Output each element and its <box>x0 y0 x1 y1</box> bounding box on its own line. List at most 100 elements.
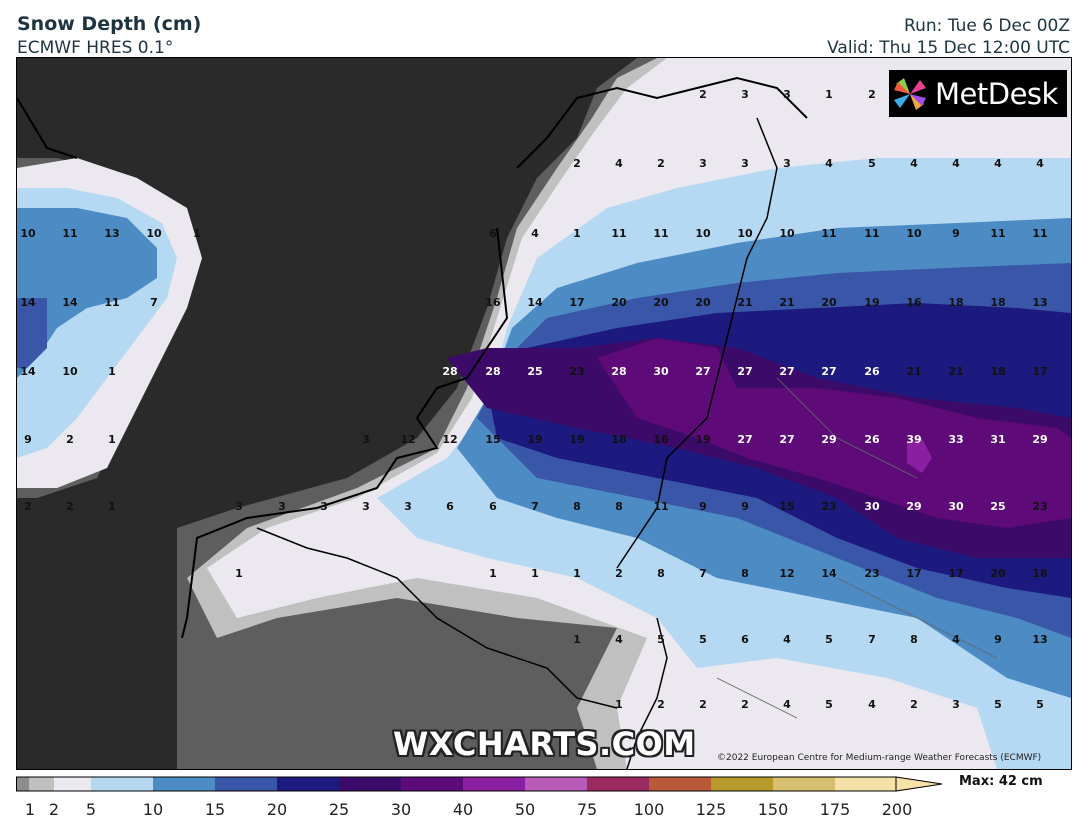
map-value-label: 27 <box>737 433 752 446</box>
map-value-label: 21 <box>779 296 794 309</box>
map-value-label: 29 <box>1032 433 1047 446</box>
map-value-label: 4 <box>868 698 876 711</box>
map-value-label: 16 <box>485 296 501 309</box>
map-value-label: 27 <box>779 365 794 378</box>
colorbar-tick-label: 15 <box>204 800 226 819</box>
map-value-label: 1 <box>531 567 539 580</box>
colorbar-segment <box>773 777 835 791</box>
map-value-label: 9 <box>741 500 749 513</box>
map-value-label: 27 <box>737 365 752 378</box>
map-value-label: 1 <box>235 567 243 580</box>
map-value-label: 19 <box>527 433 542 446</box>
map-value-label: 3 <box>741 88 749 101</box>
colorbar-tick-label: 150 <box>757 800 789 819</box>
map-value-label: 11 <box>611 227 626 240</box>
map-value-label: 3 <box>699 157 707 170</box>
map-value-label: 29 <box>906 500 921 513</box>
map-value-label: 19 <box>569 433 584 446</box>
map-value-label: 1 <box>193 227 201 240</box>
map-value-label: 3 <box>235 500 243 513</box>
map-value-label: 29 <box>821 433 836 446</box>
map-value-label: 3 <box>320 500 328 513</box>
map-value-label: 3 <box>741 157 749 170</box>
map-value-label: 9 <box>24 433 32 446</box>
colorbar-segment <box>463 777 525 791</box>
map-value-label: 17 <box>569 296 584 309</box>
map-value-label: 19 <box>864 296 879 309</box>
colorbar-segment <box>153 777 215 791</box>
map-value-label: 27 <box>821 365 836 378</box>
colorbar-tick-label: 200 <box>881 800 913 819</box>
map-value-label: 33 <box>948 433 963 446</box>
map-value-label: 1 <box>108 365 116 378</box>
map-value-label: 11 <box>1032 227 1047 240</box>
map-value-label: 26 <box>864 365 880 378</box>
map-value-label: 30 <box>948 500 964 513</box>
colorbar-segment <box>401 777 463 791</box>
map-value-label: 11 <box>990 227 1005 240</box>
map-value-label: 19 <box>695 433 710 446</box>
map-value-label: 5 <box>994 698 1002 711</box>
map-value-label: 23 <box>864 567 879 580</box>
map-value-label: 11 <box>653 227 668 240</box>
border-de-fr <box>626 617 668 769</box>
map-value-label: 5 <box>1036 698 1044 711</box>
map-value-label: 10 <box>146 227 162 240</box>
colorbar-tick-label: 5 <box>85 800 97 819</box>
colorbar-segment <box>29 777 54 791</box>
map-value-label: 18 <box>990 365 1005 378</box>
map-value-label: 23 <box>569 365 584 378</box>
map-value-label: 28 <box>442 365 457 378</box>
map-value-label: 1 <box>108 433 116 446</box>
colorbar <box>16 776 943 792</box>
map-value-label: 3 <box>952 698 960 711</box>
map-value-label: 9 <box>952 227 960 240</box>
map-value-label: 8 <box>615 500 623 513</box>
britain-snow-mid <box>17 208 157 378</box>
map-value-label: 14 <box>821 567 837 580</box>
map-value-label: 20 <box>821 296 837 309</box>
map-value-label: 4 <box>952 157 960 170</box>
map-value-label: 15 <box>779 500 794 513</box>
map-value-label: 18 <box>1032 567 1047 580</box>
map-value-label: 10 <box>20 227 36 240</box>
value-labels: 2 3 3 1 22 4 2 3 3 3 4 5 4 4 4 410 11 13 10 1 6 4 1 11 11 10 10 10 1… <box>20 88 1047 711</box>
map-value-label: 28 <box>611 365 626 378</box>
map-value-label: 28 <box>485 365 500 378</box>
map-value-label: 3 <box>362 500 370 513</box>
map-value-label: 12 <box>400 433 415 446</box>
chart-title: Snow Depth (cm) <box>17 13 202 35</box>
map-value-label: 3 <box>278 500 286 513</box>
map-value-label: 13 <box>1032 633 1047 646</box>
map-value-label: 11 <box>864 227 879 240</box>
colorbar-tick-label: 20 <box>266 800 288 819</box>
model-name: ECMWF HRES 0.1° <box>17 38 174 58</box>
colorbar-frame <box>16 776 897 792</box>
colorbar-segment <box>215 777 277 791</box>
map-value-label: 2 <box>615 567 623 580</box>
map-value-label: 11 <box>62 227 77 240</box>
colorbar-tick-label: 175 <box>819 800 851 819</box>
map-value-label: 1 <box>573 633 581 646</box>
map-value-label: 14 <box>20 296 36 309</box>
map-value-label: 3 <box>783 88 791 101</box>
map-value-label: 23 <box>1032 500 1047 513</box>
map-value-label: 2 <box>910 698 918 711</box>
snow-depth-map[interactable]: 2 3 3 1 2 2 4 2 3 3 3 4 5 4 4 4 4 10 11 13 10 1 6 4 1 11 11 10 10 10 1… <box>16 57 1072 770</box>
colorbar-segment <box>91 777 153 791</box>
map-value-label: 2 <box>699 88 707 101</box>
colorbar-segment <box>649 777 711 791</box>
map-value-label: 7 <box>868 633 876 646</box>
pinwheel-icon <box>894 77 926 110</box>
map-value-label: 20 <box>990 567 1006 580</box>
colorbar-segment <box>711 777 773 791</box>
map-value-label: 25 <box>527 365 542 378</box>
map-value-label: 20 <box>653 296 669 309</box>
colorbar-segment <box>54 777 91 791</box>
map-value-label: 8 <box>573 500 581 513</box>
map-value-label: 4 <box>783 633 791 646</box>
colorbar-tick-label: 10 <box>142 800 164 819</box>
map-value-label: 11 <box>653 500 668 513</box>
map-value-label: 16 <box>653 433 669 446</box>
map-value-label: 5 <box>657 633 665 646</box>
